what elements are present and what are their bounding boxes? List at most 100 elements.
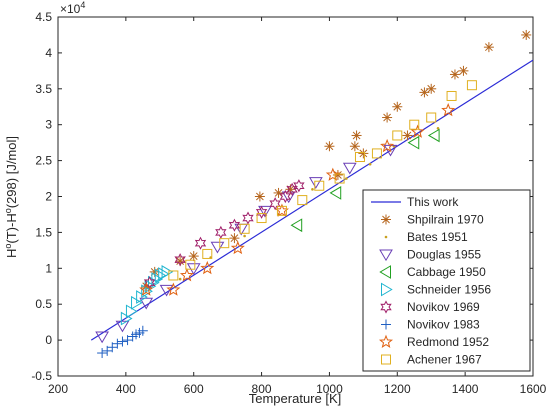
legend-label: Novikov 1983 xyxy=(407,318,480,332)
data-point xyxy=(122,335,133,346)
y-tick-label: -0.5 xyxy=(31,369,52,383)
legend-label: Achener 1967 xyxy=(407,353,482,367)
data-point xyxy=(95,331,109,344)
data-point xyxy=(426,83,437,94)
data-point xyxy=(139,297,154,310)
data-point xyxy=(441,102,456,117)
data-point xyxy=(334,173,345,184)
data-point xyxy=(342,162,357,175)
y-tick-label: 2 xyxy=(45,190,52,204)
data-point xyxy=(178,277,182,281)
series-cabbage-1950 xyxy=(290,128,440,233)
legend-label: Douglas 1955 xyxy=(407,248,481,262)
data-point xyxy=(188,251,199,262)
x-tick-label: 1400 xyxy=(452,382,479,396)
data-point xyxy=(436,126,440,130)
legend-label: This work xyxy=(407,195,459,209)
data-point xyxy=(219,238,230,249)
y-tick-label: 0.5 xyxy=(35,297,52,311)
legend-swatch-bates-1951 xyxy=(384,235,388,239)
data-point xyxy=(483,42,494,53)
data-point xyxy=(166,282,181,296)
y-tick-label: 2.5 xyxy=(35,154,52,168)
data-point xyxy=(139,282,154,296)
data-point xyxy=(229,233,240,244)
data-point xyxy=(141,284,153,299)
data-point xyxy=(256,213,267,224)
data-point xyxy=(324,141,335,152)
data-point xyxy=(273,187,284,198)
y-tick-label: 3 xyxy=(45,118,52,132)
data-point xyxy=(276,205,287,216)
data-point xyxy=(371,148,382,159)
data-point xyxy=(107,342,118,353)
data-point xyxy=(325,167,340,181)
legend: This work Shpilrain 1970 Bates 1951 Douglas… xyxy=(362,189,531,372)
legend-swatch-shpilrain-1970 xyxy=(381,214,391,225)
x-tick-label: 1200 xyxy=(384,382,411,396)
y-tick-label: 3.5 xyxy=(35,82,52,96)
data-point xyxy=(382,112,393,123)
data-point xyxy=(215,225,227,239)
data-point xyxy=(358,148,369,159)
data-point xyxy=(151,272,164,286)
data-point xyxy=(102,345,113,356)
legend-label: Novikov 1969 xyxy=(407,300,480,314)
data-point xyxy=(329,186,342,200)
data-point xyxy=(239,223,250,234)
legend-swatch-achener-1967 xyxy=(381,354,391,365)
data-point xyxy=(228,218,241,232)
series-novikov-1969 xyxy=(143,179,305,290)
legend-label: Schneider 1956 xyxy=(407,283,491,297)
data-point xyxy=(200,260,215,275)
data-point xyxy=(254,191,265,202)
data-point xyxy=(345,177,348,180)
data-point xyxy=(314,180,325,191)
series-achener-1967 xyxy=(168,80,477,281)
data-point xyxy=(290,218,303,233)
data-point xyxy=(279,189,292,204)
data-point xyxy=(311,188,314,191)
data-point xyxy=(179,268,194,282)
axis-ticks: 200 400 600 800 1000 1200 1400 1600 -0.5 0 0.5 1 1.5… xyxy=(31,10,546,396)
data-point xyxy=(185,259,196,270)
data-point xyxy=(297,195,308,206)
data-point xyxy=(159,284,174,297)
data-point xyxy=(258,205,272,218)
data-point xyxy=(392,130,403,141)
y-tick-label: 1 xyxy=(45,261,52,275)
series-novikov-1983 xyxy=(97,325,148,359)
data-point xyxy=(174,253,186,267)
data-point xyxy=(243,234,246,238)
data-point xyxy=(242,211,254,225)
legend-label: Bates 1951 xyxy=(407,230,468,244)
data-point xyxy=(409,119,420,130)
y-exponent: ×104 xyxy=(60,0,85,16)
data-point xyxy=(117,336,128,347)
data-point xyxy=(194,236,207,250)
y-tick-label: 4 xyxy=(45,46,52,60)
data-point xyxy=(426,112,437,123)
data-marks xyxy=(90,29,534,359)
data-point xyxy=(115,320,130,333)
data-point xyxy=(458,65,469,76)
y-tick-label: 0 xyxy=(45,333,52,347)
x-tick-label: 600 xyxy=(184,382,204,396)
x-tick-label: 1600 xyxy=(520,382,547,396)
data-point xyxy=(286,182,298,196)
data-point xyxy=(383,144,398,157)
x-tick-label: 400 xyxy=(116,382,136,396)
legend-swatch-novikov-1983 xyxy=(381,319,391,330)
data-point xyxy=(407,135,420,150)
y-axis-label: Ho(T)-Ho(298) [J/mol] xyxy=(3,136,19,258)
data-point xyxy=(293,179,305,193)
x-axis-label: Temperature [K] xyxy=(249,391,342,406)
data-point xyxy=(202,248,213,259)
x-tick-label: 800 xyxy=(252,382,272,396)
data-point xyxy=(351,130,362,141)
data-point xyxy=(230,240,245,255)
data-point xyxy=(354,152,365,163)
data-point xyxy=(521,29,532,40)
legend-label: Redmond 1952 xyxy=(407,335,489,349)
